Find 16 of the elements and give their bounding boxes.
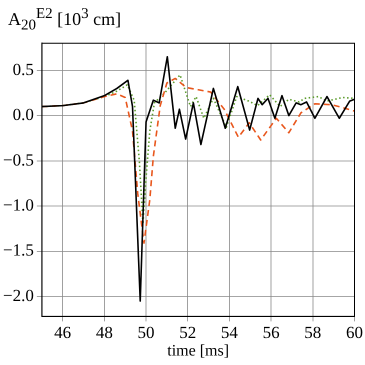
- y-tick-label: −0.5: [2, 150, 34, 170]
- x-tick-label: 56: [262, 323, 280, 342]
- x-tick-label: 58: [304, 323, 322, 342]
- y-axis-title: A$_{20}$$^{E2}$ [10$^{3}$ cm]: [8, 5, 122, 36]
- x-tick-label: 54: [220, 323, 238, 342]
- y-tick-label: 0.5: [12, 60, 34, 79]
- y-tick-label: −1.5: [2, 240, 34, 260]
- x-tick-label: 50: [138, 323, 155, 342]
- x-tick-label: 46: [54, 323, 72, 342]
- x-axis-title: time [ms]: [167, 342, 230, 360]
- y-tick-label: 0.0: [12, 105, 34, 124]
- x-tick-label: 48: [96, 323, 113, 342]
- y-tick-label: −1.0: [2, 196, 34, 215]
- y-tick-label: −2.0: [2, 286, 34, 305]
- x-tick-label: 52: [179, 323, 196, 342]
- x-tick-label: 60: [346, 323, 363, 342]
